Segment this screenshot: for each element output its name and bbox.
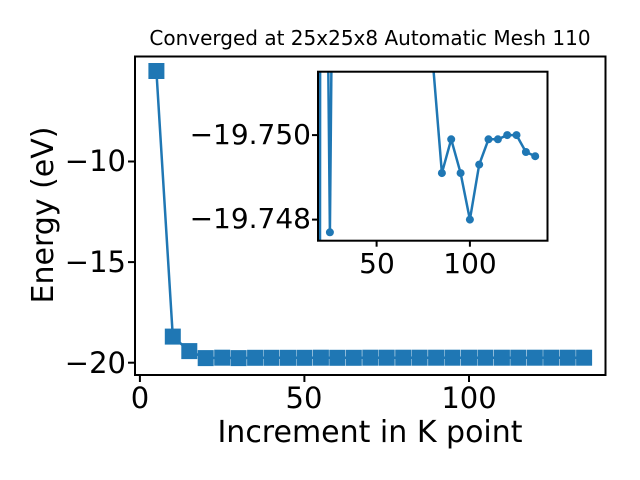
inset-y-tick-label-19748: −19.748 bbox=[189, 202, 311, 235]
data-point-marker bbox=[401, 17, 409, 25]
data-point-marker bbox=[461, 349, 477, 366]
data-point-marker bbox=[503, 131, 512, 140]
data-point-marker bbox=[164, 328, 181, 345]
data-point-marker bbox=[263, 349, 280, 366]
data-point-marker bbox=[576, 349, 593, 366]
x-tick-label-100: 100 bbox=[441, 381, 497, 415]
y-tick-label-10: −10 bbox=[64, 144, 126, 178]
data-point-marker bbox=[329, 349, 346, 366]
data-point-marker bbox=[543, 349, 560, 366]
data-point-marker bbox=[512, 131, 521, 140]
y-axis-label: Energy (eV) bbox=[26, 126, 61, 304]
data-point-marker bbox=[411, 349, 428, 366]
data-point-marker bbox=[345, 349, 362, 366]
x-tick-label-0: 0 bbox=[130, 381, 150, 415]
data-point-marker bbox=[378, 349, 395, 366]
data-point-marker bbox=[214, 349, 231, 366]
data-point-marker bbox=[493, 135, 502, 144]
data-point-marker bbox=[296, 349, 313, 366]
data-point-marker bbox=[465, 215, 474, 224]
inset-x-tick-label-50: 50 bbox=[359, 247, 395, 280]
inset-y-tick-label-19750: −19.750 bbox=[189, 118, 311, 151]
data-point-marker bbox=[531, 152, 540, 161]
data-point-marker bbox=[280, 349, 296, 366]
data-point-marker bbox=[391, 9, 399, 17]
y-tick-label-15: −15 bbox=[64, 245, 126, 279]
data-point-marker bbox=[428, 349, 445, 366]
data-point-marker bbox=[444, 349, 461, 366]
data-point-marker bbox=[437, 169, 446, 178]
inset-x-tick-label-100: 100 bbox=[443, 247, 497, 280]
data-point-marker bbox=[456, 169, 465, 178]
data-point-marker bbox=[181, 343, 198, 360]
data-point-marker bbox=[447, 135, 456, 144]
data-point-marker bbox=[526, 349, 543, 366]
data-point-marker bbox=[395, 349, 412, 366]
data-point-marker bbox=[475, 160, 484, 169]
data-point-marker bbox=[493, 349, 510, 366]
data-point-marker bbox=[247, 349, 264, 366]
data-point-marker bbox=[363, 4, 371, 12]
data-point-marker bbox=[312, 349, 329, 366]
data-point-marker bbox=[230, 350, 247, 367]
data-point-marker bbox=[362, 349, 379, 366]
x-axis-label: Increment in K point bbox=[217, 415, 523, 450]
data-point-marker bbox=[484, 135, 493, 144]
data-point-marker bbox=[197, 350, 214, 367]
x-tick-label-50: 50 bbox=[285, 381, 323, 415]
data-point-marker bbox=[325, 228, 334, 237]
y-tick-label-20: −20 bbox=[64, 346, 126, 380]
data-point-marker bbox=[559, 349, 576, 366]
data-point-marker bbox=[521, 148, 530, 156]
data-point-marker bbox=[373, 13, 381, 21]
data-point-marker bbox=[148, 63, 165, 79]
data-point-marker bbox=[477, 349, 494, 366]
chart-title: Converged at 25x25x8 Automatic Mesh 110 bbox=[149, 26, 591, 50]
data-point-marker bbox=[510, 349, 527, 366]
